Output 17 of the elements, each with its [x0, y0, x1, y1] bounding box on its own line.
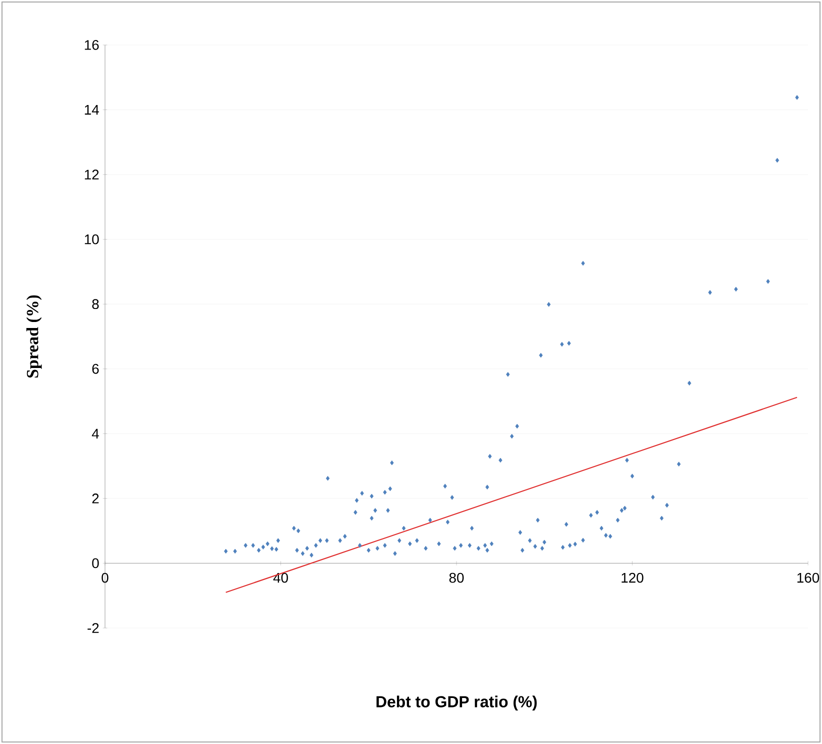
x-axis-title: Debt to GDP ratio (%)	[376, 696, 537, 711]
y-tick-label: 2	[92, 494, 99, 504]
y-tick-label: 6	[92, 364, 99, 374]
y-tick-label: 0	[92, 558, 99, 568]
y-tick-label: 4	[92, 428, 99, 438]
y-tick-label: 16	[84, 40, 99, 50]
x-tick-label: 0	[102, 572, 108, 583]
y-tick-label: 12	[84, 170, 99, 180]
x-tick-label: 40	[273, 572, 288, 583]
y-tick-label: 14	[84, 104, 99, 115]
y-tick-label: -2	[88, 623, 99, 633]
x-tick-label: 120	[622, 572, 644, 583]
y-tick-label: 8	[92, 299, 99, 310]
x-tick-label: 80	[449, 572, 464, 583]
x-tick-label: 160	[797, 572, 820, 583]
y-tick-label: 10	[84, 234, 99, 244]
y-axis-title: Spread (%)	[26, 295, 42, 378]
